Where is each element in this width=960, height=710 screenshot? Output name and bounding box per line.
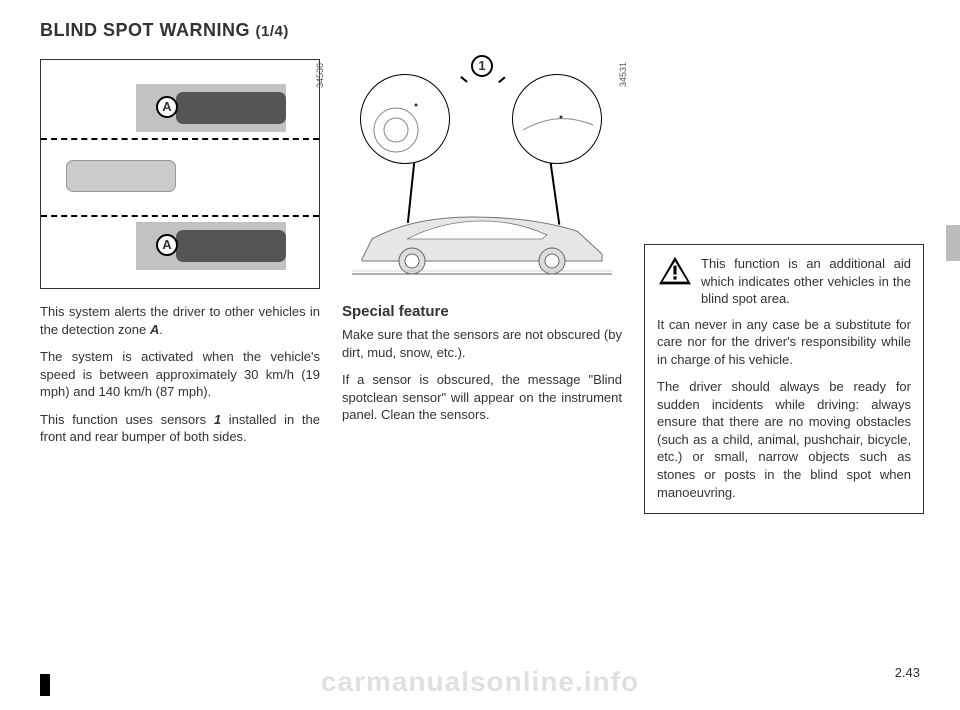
paragraph: This function uses sensors 1 installed i…: [40, 411, 320, 446]
watermark: carmanualsonline.info: [0, 666, 960, 698]
lane-marking: [41, 215, 319, 217]
content-columns: 34530 A A This system alerts the driver …: [40, 59, 920, 514]
ego-vehicle-icon: [66, 160, 176, 192]
sensor-detail-front: [360, 74, 450, 164]
vehicle-side-icon: [352, 199, 612, 279]
warning-header-row: This function is an additional aid which…: [657, 255, 911, 308]
zone-label-a: A: [156, 96, 178, 118]
illustration-sensor-locations: 34531 1: [342, 59, 622, 289]
crop-mark: [40, 674, 50, 696]
warning-intro: This function is an additional aid which…: [701, 255, 911, 308]
paragraph: If a sensor is obscured, the message "Bl…: [342, 371, 622, 424]
subheading-special-feature: Special feature: [342, 303, 622, 320]
wheel-detail-icon: [361, 75, 451, 165]
page-number: 2.43: [895, 665, 920, 680]
callout-1: 1: [471, 55, 493, 77]
image-number: 34530: [315, 63, 325, 88]
warning-paragraph: The driver should always be ready for su…: [657, 378, 911, 501]
manual-page: BLIND SPOT WARNING (1/4) 34530 A A: [0, 0, 960, 710]
column-2: 34531 1: [342, 59, 622, 514]
sensor-detail-rear: [512, 74, 602, 164]
column-1: 34530 A A This system alerts the driver …: [40, 59, 320, 514]
warning-box: This function is an additional aid which…: [644, 244, 924, 514]
title-main: BLIND SPOT WARNING: [40, 20, 250, 40]
lane-marking: [41, 138, 319, 140]
other-vehicle-icon: [176, 92, 286, 124]
bumper-detail-icon: [513, 75, 603, 165]
page-title: BLIND SPOT WARNING (1/4): [40, 20, 920, 41]
paragraph: The system is activated when the vehicle…: [40, 348, 320, 401]
warning-triangle-icon: [657, 255, 693, 287]
leader-line: [460, 76, 467, 82]
warning-paragraph: It can never in any case be a substitute…: [657, 316, 911, 369]
illustration-blind-spot-zones: 34530 A A: [40, 59, 320, 289]
column-3: This function is an additional aid which…: [644, 59, 924, 514]
section-tab: [946, 225, 960, 261]
paragraph: This system alerts the driver to other v…: [40, 303, 320, 338]
title-sub: (1/4): [256, 23, 289, 40]
leader-line: [498, 76, 505, 82]
zone-label-a: A: [156, 234, 178, 256]
paragraph: Make sure that the sensors are not obscu…: [342, 326, 622, 361]
image-number: 34531: [618, 62, 628, 87]
other-vehicle-icon: [176, 230, 286, 262]
